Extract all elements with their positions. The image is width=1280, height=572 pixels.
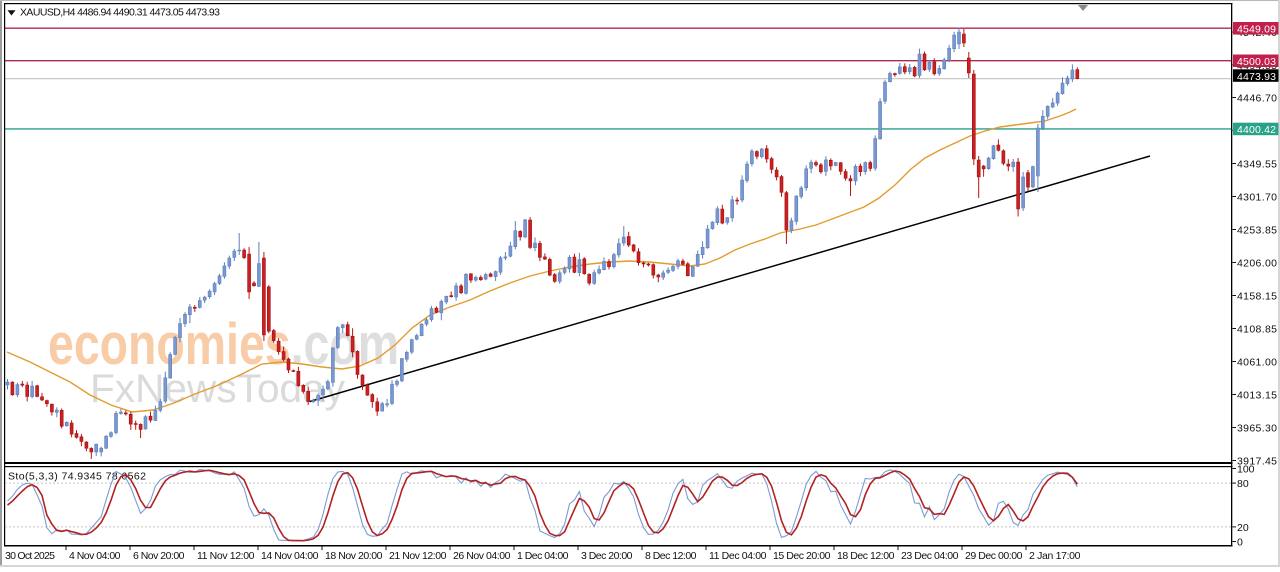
svg-text:29 Dec 00:00: 29 Dec 00:00 [965,550,1023,562]
svg-text:18 Dec 12:00: 18 Dec 12:00 [837,550,895,562]
svg-text:4400.42: 4400.42 [1237,124,1276,136]
svg-text:100: 100 [1237,464,1255,476]
svg-text:4473.93: 4473.93 [1237,71,1276,83]
svg-text:4206.00: 4206.00 [1237,258,1277,270]
svg-text:14 Nov 04:00: 14 Nov 04:00 [261,550,319,562]
svg-text:4253.85: 4253.85 [1237,225,1277,237]
svg-text:4349.55: 4349.55 [1237,159,1277,171]
svg-text:1 Dec 04:00: 1 Dec 04:00 [517,550,569,562]
svg-text:26 Nov 04:00: 26 Nov 04:00 [453,550,511,562]
svg-text:3 Dec 20:00: 3 Dec 20:00 [581,550,633,562]
svg-text:21 Nov 12:00: 21 Nov 12:00 [389,550,447,562]
svg-text:11 Dec 04:00: 11 Dec 04:00 [709,550,767,562]
svg-text:3965.30: 3965.30 [1237,423,1277,435]
svg-text:4301.70: 4301.70 [1237,192,1277,204]
svg-text:XAUUSD,H4 4486.94 4490.31 447: XAUUSD,H4 4486.94 4490.31 4473.05 4473.9… [20,7,220,19]
svg-text:8 Dec 12:00: 8 Dec 12:00 [645,550,697,562]
svg-text:3917.45: 3917.45 [1237,456,1277,468]
svg-text:20: 20 [1237,522,1249,534]
svg-text:4 Nov 04:00: 4 Nov 04:00 [69,550,121,562]
svg-text:80: 80 [1237,478,1249,490]
svg-text:4549.09: 4549.09 [1237,24,1276,36]
svg-text:18 Nov 20:00: 18 Nov 20:00 [325,550,383,562]
svg-text:4158.15: 4158.15 [1237,291,1277,303]
svg-text:4108.85: 4108.85 [1237,324,1277,336]
svg-text:2 Jan 17:00: 2 Jan 17:00 [1029,550,1081,562]
svg-text:11 Nov 12:00: 11 Nov 12:00 [197,550,255,562]
svg-text:4061.00: 4061.00 [1237,357,1277,369]
svg-text:economies.com: economies.com [48,312,399,377]
svg-text:23 Dec 04:00: 23 Dec 04:00 [901,550,959,562]
svg-text:0: 0 [1237,537,1243,549]
svg-text:30 Oct 2025: 30 Oct 2025 [5,550,55,562]
svg-text:4500.03: 4500.03 [1237,56,1276,68]
svg-text:15 Dec 20:00: 15 Dec 20:00 [773,550,831,562]
svg-text:4446.70: 4446.70 [1237,93,1277,105]
svg-text:6 Nov 20:00: 6 Nov 20:00 [133,550,185,562]
svg-text:FxNewsToday: FxNewsToday [90,367,345,411]
svg-text:4013.15: 4013.15 [1237,390,1277,402]
svg-text:Sto(5,3,3) 74.9345 78.6562: Sto(5,3,3) 74.9345 78.6562 [8,471,146,483]
